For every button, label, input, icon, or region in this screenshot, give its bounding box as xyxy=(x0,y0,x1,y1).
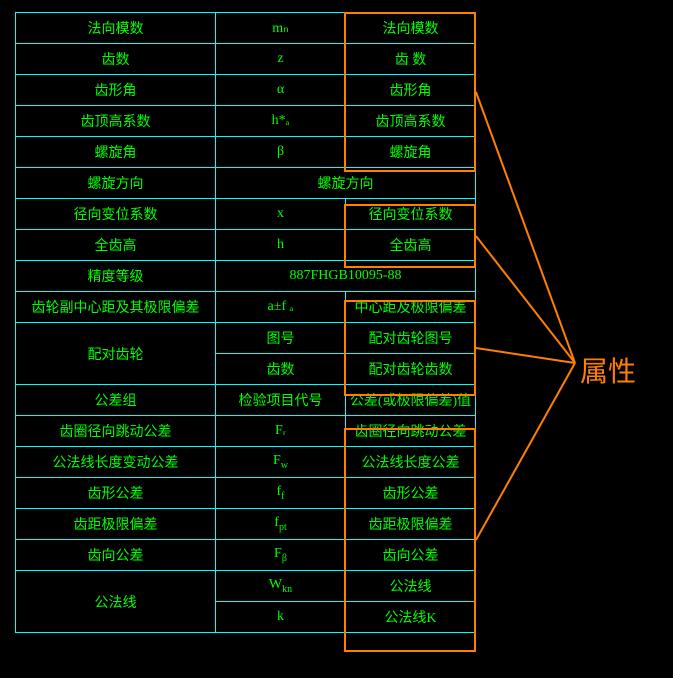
param-symbol-cell: a±f ₐ xyxy=(216,292,346,323)
param-attr-cell: 齿向公差 xyxy=(346,540,476,571)
param-symbol-cell: Fᵣ xyxy=(216,416,346,447)
param-attr-cell: 齿圈径向跳动公差 xyxy=(346,416,476,447)
param-attr-cell: 法向模数 xyxy=(346,13,476,44)
param-attr-cell: 全齿高 xyxy=(346,230,476,261)
param-symbol-cell: fpt xyxy=(216,509,346,540)
param-name-cell: 齿向公差 xyxy=(16,540,216,571)
param-symbol-cell: Fβ xyxy=(216,540,346,571)
table-row: 螺旋角β螺旋角 xyxy=(16,137,476,168)
param-attr-cell: 公法线长度公差 xyxy=(346,447,476,478)
param-merged-cell: 螺旋方向 xyxy=(216,168,476,199)
param-name-cell: 公法线 xyxy=(16,571,216,633)
table-row: 齿形公差ff齿形公差 xyxy=(16,478,476,509)
param-symbol-cell: mₙ xyxy=(216,13,346,44)
param-symbol-cell: 图号 xyxy=(216,323,346,354)
table-row: 公法线Wkn公法线 xyxy=(16,571,476,602)
param-name-cell: 齿数 xyxy=(16,44,216,75)
param-symbol-cell: h xyxy=(216,230,346,261)
param-symbol-cell: Fw xyxy=(216,447,346,478)
param-name-cell: 径向变位系数 xyxy=(16,199,216,230)
param-name-cell: 齿顶高系数 xyxy=(16,106,216,137)
table-row: 齿数z齿 数 xyxy=(16,44,476,75)
param-attr-cell: 公差(或极限偏差)值 xyxy=(346,385,476,416)
table-row: 齿顶高系数h*ₐ齿顶高系数 xyxy=(16,106,476,137)
table-row: 齿向公差Fβ齿向公差 xyxy=(16,540,476,571)
param-symbol-cell: Wkn xyxy=(216,571,346,602)
table-row: 公法线长度变动公差Fw公法线长度公差 xyxy=(16,447,476,478)
param-name-cell: 精度等级 xyxy=(16,261,216,292)
param-attr-cell: 齿形公差 xyxy=(346,478,476,509)
param-symbol-cell: h*ₐ xyxy=(216,106,346,137)
param-symbol-cell: ff xyxy=(216,478,346,509)
param-symbol-cell: x xyxy=(216,199,346,230)
param-name-cell: 配对齿轮 xyxy=(16,323,216,385)
param-attr-cell: 中心距及极限偏差 xyxy=(346,292,476,323)
param-name-cell: 全齿高 xyxy=(16,230,216,261)
table-row: 公差组检验项目代号公差(或极限偏差)值 xyxy=(16,385,476,416)
param-attr-cell: 齿 数 xyxy=(346,44,476,75)
param-attr-cell: 配对齿轮齿数 xyxy=(346,354,476,385)
table-row: 螺旋方向螺旋方向 xyxy=(16,168,476,199)
param-symbol-cell: α xyxy=(216,75,346,106)
param-name-cell: 公差组 xyxy=(16,385,216,416)
param-attr-cell: 螺旋角 xyxy=(346,137,476,168)
param-name-cell: 公法线长度变动公差 xyxy=(16,447,216,478)
table: 法向模数mₙ法向模数齿数z齿 数齿形角α齿形角齿顶高系数h*ₐ齿顶高系数螺旋角β… xyxy=(15,12,476,633)
table-row: 齿轮副中心距及其极限偏差a±f ₐ中心距及极限偏差 xyxy=(16,292,476,323)
param-name-cell: 齿距极限偏差 xyxy=(16,509,216,540)
table-row: 齿距极限偏差fpt齿距极限偏差 xyxy=(16,509,476,540)
param-symbol-cell: 齿数 xyxy=(216,354,346,385)
param-name-cell: 齿轮副中心距及其极限偏差 xyxy=(16,292,216,323)
param-name-cell: 齿形角 xyxy=(16,75,216,106)
param-name-cell: 齿圈径向跳动公差 xyxy=(16,416,216,447)
param-attr-cell: 齿距极限偏差 xyxy=(346,509,476,540)
table-row: 法向模数mₙ法向模数 xyxy=(16,13,476,44)
param-attr-cell: 公法线K xyxy=(346,602,476,633)
param-name-cell: 螺旋方向 xyxy=(16,168,216,199)
annotation-label: 属性 xyxy=(580,350,636,390)
param-symbol-cell: z xyxy=(216,44,346,75)
param-attr-cell: 齿顶高系数 xyxy=(346,106,476,137)
param-name-cell: 法向模数 xyxy=(16,13,216,44)
table-row: 配对齿轮图号配对齿轮图号 xyxy=(16,323,476,354)
param-name-cell: 螺旋角 xyxy=(16,137,216,168)
table-row: 齿形角α齿形角 xyxy=(16,75,476,106)
param-name-cell: 齿形公差 xyxy=(16,478,216,509)
gear-param-table: 法向模数mₙ法向模数齿数z齿 数齿形角α齿形角齿顶高系数h*ₐ齿顶高系数螺旋角β… xyxy=(15,12,475,633)
table-row: 径向变位系数x径向变位系数 xyxy=(16,199,476,230)
param-merged-cell: 887FHGB10095-88 xyxy=(216,261,476,292)
param-symbol-cell: 检验项目代号 xyxy=(216,385,346,416)
param-symbol-cell: k xyxy=(216,602,346,633)
param-attr-cell: 公法线 xyxy=(346,571,476,602)
table-row: 齿圈径向跳动公差Fᵣ齿圈径向跳动公差 xyxy=(16,416,476,447)
param-symbol-cell: β xyxy=(216,137,346,168)
table-row: 精度等级887FHGB10095-88 xyxy=(16,261,476,292)
param-attr-cell: 配对齿轮图号 xyxy=(346,323,476,354)
table-row: 全齿高h全齿高 xyxy=(16,230,476,261)
param-attr-cell: 径向变位系数 xyxy=(346,199,476,230)
param-attr-cell: 齿形角 xyxy=(346,75,476,106)
